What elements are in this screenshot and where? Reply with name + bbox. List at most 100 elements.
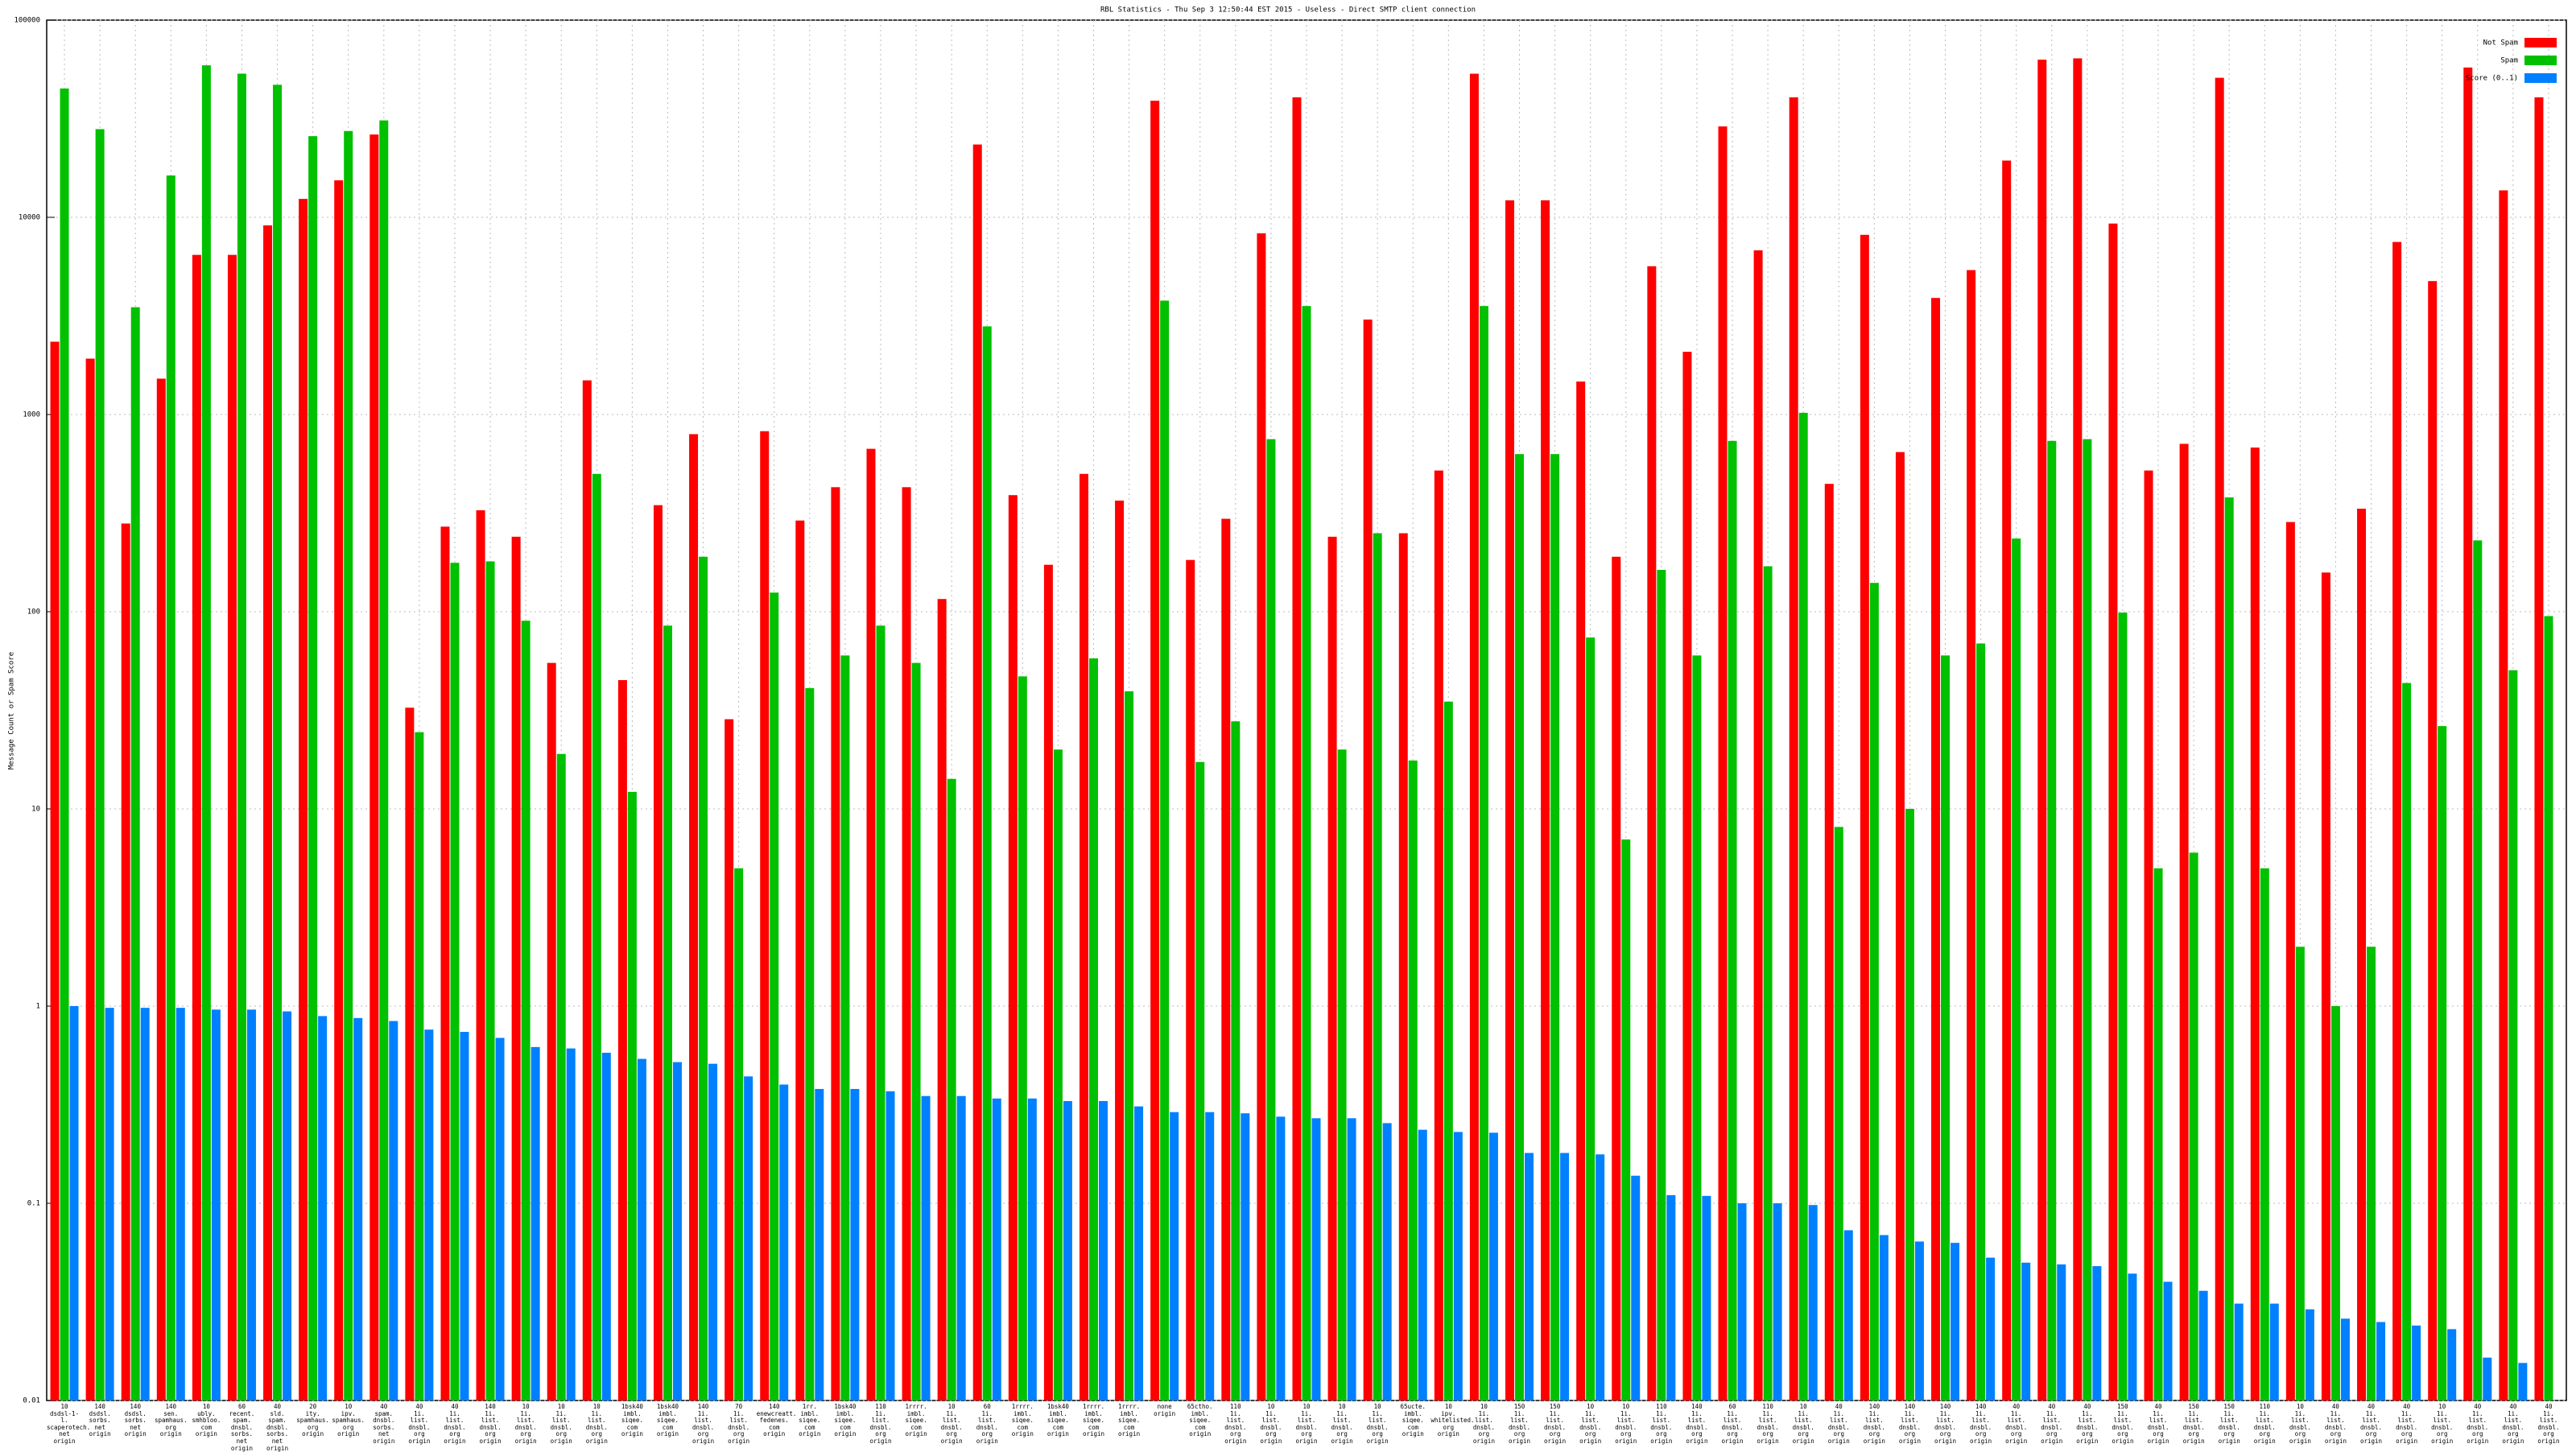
bar xyxy=(424,1029,434,1400)
bar xyxy=(1125,691,1134,1400)
bar xyxy=(1018,676,1027,1400)
bar xyxy=(2534,97,2544,1400)
bar xyxy=(724,719,734,1400)
bar xyxy=(50,341,60,1400)
x-tick-label: 10 1i. list. dnsbl. org origin xyxy=(1366,1403,1389,1445)
x-tick-label: none origin xyxy=(1154,1403,1176,1417)
bar xyxy=(1302,306,1311,1400)
legend-label: Score (0..1) xyxy=(2466,75,2518,83)
bar xyxy=(495,1037,505,1400)
bar xyxy=(1505,200,1515,1401)
x-tick-label: 150 1i. list. dnsbl. org origin xyxy=(2182,1403,2205,1445)
x-tick-label: 10 dsdsl-1-l. scaperotech. net origin xyxy=(47,1403,91,1445)
bar xyxy=(1418,1129,1427,1400)
x-tick-label: 1bsk40 imbl. siqee. com origin xyxy=(621,1403,643,1438)
bar xyxy=(582,380,592,1401)
bar xyxy=(1327,536,1337,1400)
bar xyxy=(1718,126,1728,1400)
bar xyxy=(308,136,318,1400)
bar xyxy=(1843,1230,1853,1400)
bar xyxy=(831,487,840,1400)
y-tick-label: 0.1 xyxy=(27,1200,40,1208)
bar xyxy=(1170,1112,1179,1400)
bar xyxy=(2392,241,2402,1400)
bar xyxy=(1798,412,1808,1400)
bar xyxy=(956,1095,966,1400)
bar xyxy=(617,679,627,1400)
bar xyxy=(2402,683,2412,1400)
bar xyxy=(663,625,672,1400)
x-tick-label: 40 1i. list. dnsbl. org origin xyxy=(2041,1403,2063,1445)
y-tick-label: 1000 xyxy=(23,411,40,419)
bar xyxy=(1453,1132,1463,1400)
bar xyxy=(2330,1006,2340,1400)
bar xyxy=(1292,97,1302,1400)
bar xyxy=(2412,1325,2421,1400)
y-tick-label: 0.01 xyxy=(23,1397,40,1405)
x-tick-label: 140 1i. list. dnsbl. org origin xyxy=(692,1403,715,1445)
bar xyxy=(1276,1116,1286,1400)
bar xyxy=(653,505,663,1400)
bar xyxy=(283,1011,292,1400)
bar xyxy=(2376,1322,2386,1400)
bar xyxy=(2153,868,2163,1400)
bar xyxy=(2108,223,2118,1400)
bar xyxy=(1596,1154,1605,1400)
bar xyxy=(592,473,601,1400)
legend-swatch xyxy=(2524,38,2557,47)
bar xyxy=(1895,452,1905,1400)
bar xyxy=(947,778,956,1400)
bar xyxy=(2179,443,2189,1401)
bar xyxy=(2367,947,2376,1400)
y-tick-label: 100 xyxy=(27,608,40,617)
bar xyxy=(1728,440,1737,1401)
bar xyxy=(389,1021,398,1400)
bar xyxy=(850,1088,860,1400)
bar xyxy=(1905,809,1914,1400)
bar xyxy=(2037,60,2047,1400)
bar xyxy=(886,1091,895,1400)
bar xyxy=(566,1048,576,1400)
bar xyxy=(1525,1153,1534,1400)
bar xyxy=(105,1008,114,1400)
bar xyxy=(1479,306,1488,1400)
bar xyxy=(937,599,947,1400)
y-tick-label: 1 xyxy=(36,1003,40,1011)
bar xyxy=(2012,538,2021,1400)
bar xyxy=(1043,564,1053,1400)
bar xyxy=(2083,439,2092,1400)
bar xyxy=(1150,101,1160,1400)
bar xyxy=(2340,1318,2350,1400)
bar xyxy=(95,129,105,1400)
x-tick-label: 65ucte. imbl. siqee. com origin xyxy=(1400,1403,1426,1438)
bar xyxy=(2198,1290,2208,1400)
bar xyxy=(156,378,166,1400)
x-tick-label: 140 dsdsl. sorbs. net origin xyxy=(89,1403,111,1438)
bar xyxy=(485,561,495,1400)
bar xyxy=(840,655,850,1400)
bar xyxy=(1098,1100,1108,1400)
bar xyxy=(770,592,779,1400)
bar xyxy=(1808,1205,1818,1400)
x-tick-label: 70 1i. list. dnsbl. org origin xyxy=(728,1403,750,1445)
x-tick-label: 40 1i. list. dnsbl. org origin xyxy=(2147,1403,2169,1445)
x-tick-label: 10 1i. list. dnsbl. org origin xyxy=(2431,1403,2454,1445)
x-tick-label: 10 1i. list. dnsbl. org origin xyxy=(2289,1403,2311,1445)
x-tick-label: 1bsk40 imbl. siqee. com origin xyxy=(1046,1403,1069,1438)
x-tick-label: 10 ipv. spamhaus. org origin xyxy=(332,1403,365,1438)
bar xyxy=(263,225,273,1400)
bar xyxy=(2321,572,2330,1400)
bar xyxy=(369,134,379,1400)
x-tick-label: 1rrrr. imbl. siqee. com origin xyxy=(1011,1403,1034,1438)
x-tick-label: 110 1i. list. dnsbl. org origin xyxy=(1757,1403,1779,1445)
bar xyxy=(601,1052,611,1400)
bar xyxy=(1692,655,1702,1400)
bar xyxy=(1079,473,1088,1400)
bar xyxy=(2224,497,2234,1400)
bar xyxy=(405,707,415,1400)
bar xyxy=(1205,1112,1215,1400)
bar xyxy=(2463,67,2473,1401)
bar xyxy=(911,662,921,1400)
bar xyxy=(69,1006,79,1400)
